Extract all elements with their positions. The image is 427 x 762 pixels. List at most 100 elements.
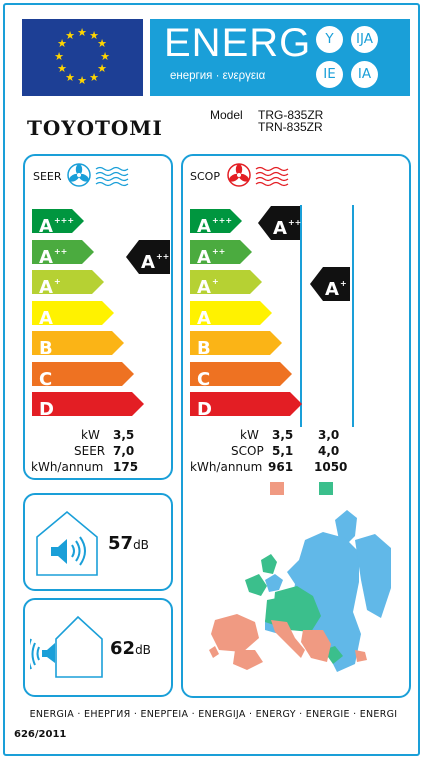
- heating-rating-bar: B: [190, 331, 282, 359]
- cooling-rating-bar: D: [32, 392, 144, 420]
- indoor-noise-number: 57: [108, 533, 134, 554]
- heating-warm-class-letter: A: [273, 218, 287, 239]
- heating-stat-label-kw: kW: [240, 428, 259, 442]
- cooling-rating-letter: C: [39, 368, 53, 390]
- cooling-stat-label-annual: kWh/annum: [31, 460, 104, 474]
- svg-text:★: ★: [65, 29, 75, 42]
- heating-stat-warm-annual: 961: [268, 460, 294, 474]
- heating-stat-warm-scop: 5,1: [272, 444, 294, 458]
- heating-rating-sup: +++: [211, 216, 233, 225]
- cooling-class-sup: ++: [155, 252, 170, 261]
- heating-stat-warm-kw: 3,5: [272, 428, 294, 442]
- energy-word: ENERG: [164, 21, 312, 65]
- heating-rating-letter: A: [197, 216, 211, 237]
- eu-flag: ★ ★ ★ ★ ★ ★ ★ ★ ★ ★ ★ ★: [22, 19, 143, 96]
- svg-text:★: ★: [89, 29, 99, 42]
- lang-mark-ia: IA: [351, 61, 378, 88]
- cooling-rating-letter: A: [39, 216, 53, 237]
- outdoor-noise-unit: dB: [135, 643, 151, 657]
- footer-languages: ENERGIA · ЕНЕРГИЯ · ΕΝΕΡΓΕΙΑ · ENERGIJA …: [29, 709, 398, 720]
- cooling-rating-letter: B: [39, 338, 53, 359]
- cooling-rating-bar: A: [32, 300, 114, 329]
- cooling-rating-sup: +: [53, 277, 61, 286]
- heating-rating-letter: B: [197, 338, 211, 359]
- cooling-rating-letter: A: [39, 246, 53, 268]
- indoor-unit-icon: [36, 510, 98, 576]
- svg-text:★: ★: [100, 50, 110, 63]
- svg-text:★: ★: [97, 62, 107, 75]
- heating-column-divider-2: [352, 205, 354, 427]
- heating-rating-letter: C: [197, 368, 211, 390]
- heating-average-class-letter: A: [325, 279, 339, 300]
- svg-text:★: ★: [54, 50, 64, 63]
- heating-fan-icon: [227, 163, 289, 187]
- brand-name: TOYOTOMI: [27, 116, 163, 140]
- cooling-panel: [23, 154, 173, 480]
- heating-title: SCOP: [190, 170, 220, 183]
- svg-text:★: ★: [77, 74, 87, 87]
- cooling-rating-sup: ++: [53, 246, 68, 256]
- heating-rating-bar: A+: [190, 270, 262, 298]
- heating-rating-letter: A: [197, 277, 211, 298]
- model-line-2: TRN-835ZR: [258, 120, 323, 134]
- svg-text:★: ★: [89, 71, 99, 84]
- heating-rating-sup: ++: [211, 246, 226, 256]
- lang-mark-ija: IJA: [351, 26, 378, 53]
- cooling-rating-letter: A: [39, 277, 53, 298]
- outdoor-unit-icon: [30, 615, 103, 678]
- lang-mark-ie: IE: [316, 61, 343, 88]
- indoor-noise-unit: dB: [133, 538, 149, 552]
- label-frame: [3, 3, 420, 756]
- heating-rating-bar: A+++: [190, 209, 242, 237]
- cooling-rating-bar: A++: [32, 239, 94, 268]
- indoor-noise-panel: [23, 493, 173, 591]
- warm-zone-swatch: [270, 482, 284, 495]
- heating-stat-average-kw: 3,0: [318, 428, 340, 442]
- lang-mark-y: Y: [316, 26, 343, 53]
- heating-rating-bar: D: [190, 392, 302, 420]
- cooling-rating-sup: +++: [53, 216, 75, 225]
- outdoor-noise-value: 62dB: [110, 638, 151, 659]
- heating-rating-letter: A: [197, 307, 211, 329]
- heating-rating-bar: C: [190, 361, 292, 390]
- energy-subtitle: енергия · ενεργεια: [170, 70, 266, 82]
- model-label: Model: [210, 108, 243, 122]
- model-line-1: TRG-835ZR: [258, 108, 324, 122]
- svg-text:★: ★: [97, 37, 107, 50]
- cooling-rating-bar: A+++: [32, 209, 84, 237]
- outdoor-noise-number: 62: [110, 638, 136, 659]
- heating-warm-class-sup: +++: [287, 218, 309, 227]
- svg-text:★: ★: [65, 71, 75, 84]
- heating-panel: [181, 154, 411, 698]
- heating-column-divider-1: [300, 205, 302, 427]
- svg-text:★: ★: [57, 37, 67, 50]
- outdoor-noise-panel: [23, 598, 173, 697]
- heating-average-class-sup: +: [339, 279, 347, 288]
- svg-text:★: ★: [57, 62, 67, 75]
- heating-average-class-indicator: A+: [310, 267, 350, 306]
- cooling-rating-letter: D: [39, 399, 54, 420]
- cooling-rating-letter: A: [39, 307, 53, 329]
- regulation-number: 626/2011: [14, 729, 67, 740]
- heating-stat-average-scop: 4,0: [318, 444, 340, 458]
- cooling-class-letter: A: [141, 252, 155, 273]
- svg-text:★: ★: [77, 26, 87, 39]
- eu-stars-icon: ★ ★ ★ ★ ★ ★ ★ ★ ★ ★ ★ ★: [54, 26, 110, 87]
- heating-stat-average-annual: 1050: [314, 460, 348, 474]
- energy-header: ENERG енергия · ενεργεια Y IJA IE IA: [150, 19, 410, 96]
- cooling-stat-label-kw: kW: [81, 428, 100, 442]
- average-zone-swatch: [319, 482, 333, 495]
- heating-rating-sup: +: [211, 277, 219, 286]
- heating-warm-class-indicator: A+++: [258, 206, 308, 245]
- heating-stat-label-scop: SCOP: [231, 444, 264, 458]
- indoor-noise-value: 57dB: [108, 533, 149, 554]
- heating-stat-label-annual: kWh/annum: [190, 460, 263, 474]
- cooling-rating-bar: C: [32, 361, 134, 390]
- heating-rating-bar: A++: [190, 239, 252, 268]
- cooling-stat-value-annual: 175: [113, 460, 139, 474]
- cooling-stat-value-seer: 7,0: [113, 444, 135, 458]
- heating-rating-letter: A: [197, 246, 211, 268]
- cooling-rating-bar: A+: [32, 270, 104, 298]
- heating-rating-bar: A: [190, 300, 272, 329]
